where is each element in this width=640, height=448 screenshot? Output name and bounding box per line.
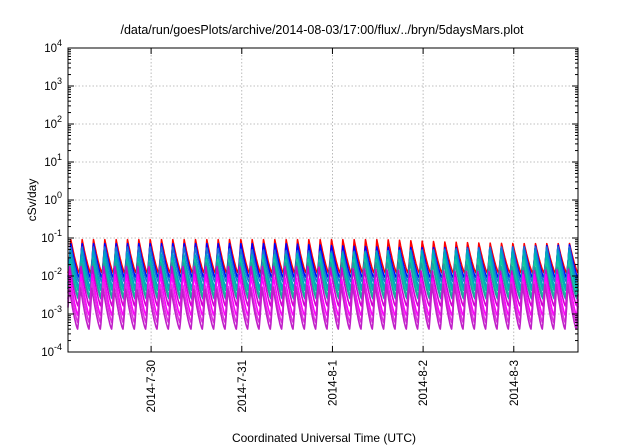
chart-title: /data/run/goesPlots/archive/2014-08-03/1… xyxy=(120,23,524,37)
data-series-line xyxy=(67,262,579,300)
x-tick-label: 2014-8-2 xyxy=(418,360,430,406)
data-series-line xyxy=(67,246,579,283)
x-axis: 2014-7-30 2014-7-31 2014-8-1 2014-8-2 2014-8… xyxy=(146,48,521,412)
y-tick-label: 100 xyxy=(44,190,62,207)
y-axis-label: cSv/day xyxy=(25,179,39,222)
data-series-line xyxy=(67,283,579,330)
x-axis-label: Coordinated Universal Time (UTC) xyxy=(232,431,416,445)
y-tick-label: 104 xyxy=(44,38,62,55)
x-tick-label: 2014-7-30 xyxy=(146,360,158,412)
data-series-line xyxy=(67,281,579,323)
x-tick-label: 2014-8-1 xyxy=(327,360,339,406)
y-tick-label: 103 xyxy=(44,76,62,93)
data-series-line xyxy=(67,238,579,274)
y-tick-label: 10-1 xyxy=(41,228,62,245)
y-tick-label: 101 xyxy=(44,152,62,169)
data-series-line xyxy=(67,273,579,316)
x-tick-label: 2014-8-3 xyxy=(509,360,521,406)
series-group xyxy=(67,238,579,330)
y-tick-label: 102 xyxy=(44,114,62,131)
data-series-line xyxy=(67,265,579,307)
x-tick-label: 2014-7-31 xyxy=(237,360,249,412)
y-tick-label: 10-4 xyxy=(41,342,62,359)
data-series-line xyxy=(67,253,579,292)
y-tick-label: 10-2 xyxy=(41,266,62,283)
y-tick-label: 10-3 xyxy=(41,304,62,321)
y-axis: 10-4 10-3 10-2 10-1 100 101 102 103 104 xyxy=(41,38,578,359)
